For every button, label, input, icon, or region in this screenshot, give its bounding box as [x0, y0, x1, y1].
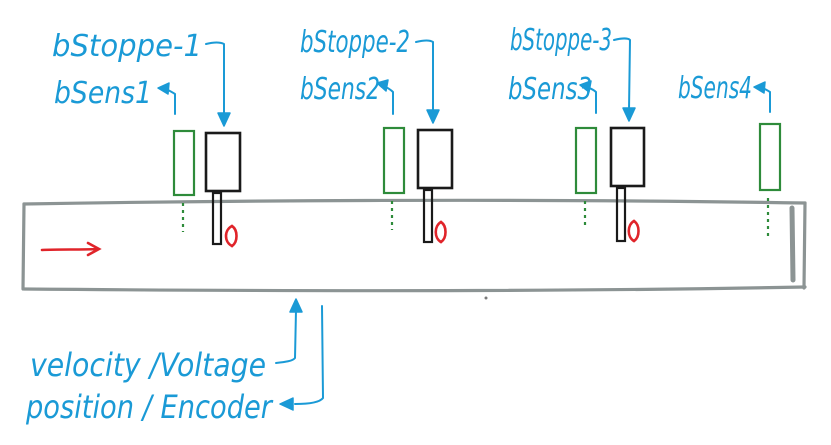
position-leader: [279, 305, 324, 411]
stopper-2-label: bStoppe-2: [300, 25, 410, 60]
direction-arrow-icon: [40, 241, 102, 257]
stray-dot: [484, 296, 488, 300]
sens-4-leader: [753, 81, 771, 113]
velocity-label: velocity /Voltage: [30, 346, 266, 384]
sens-2-label: bSens2: [300, 72, 380, 107]
sens-2-leader: [376, 79, 394, 115]
sens-4-label: bSens4: [678, 71, 752, 106]
sens-3-label: bSens3: [508, 72, 592, 107]
stopper-2-leader: [415, 39, 440, 124]
stopper-3-leader: [613, 37, 636, 122]
stopper-1-label: bStoppe-1: [52, 29, 202, 64]
sensor-1: [172, 129, 196, 232]
stopper-2: [416, 128, 454, 244]
end-stop: [789, 205, 796, 283]
sens-1-leader: [157, 82, 176, 115]
stopper-3: [609, 126, 646, 243]
conveyor-belt: [21, 198, 807, 293]
stopper-1: [204, 131, 242, 248]
sensor-3: [574, 126, 598, 228]
sens-1-label: bSens1: [54, 76, 152, 111]
sens-3-leader: [579, 80, 597, 114]
position-label: position / Encoder: [25, 388, 273, 426]
stopper-1-leader: [205, 41, 231, 127]
stopper-3-label: bStoppe-3: [510, 23, 612, 58]
sensor-4: [758, 122, 782, 236]
velocity-leader: [275, 298, 303, 364]
sensor-2: [382, 126, 406, 230]
